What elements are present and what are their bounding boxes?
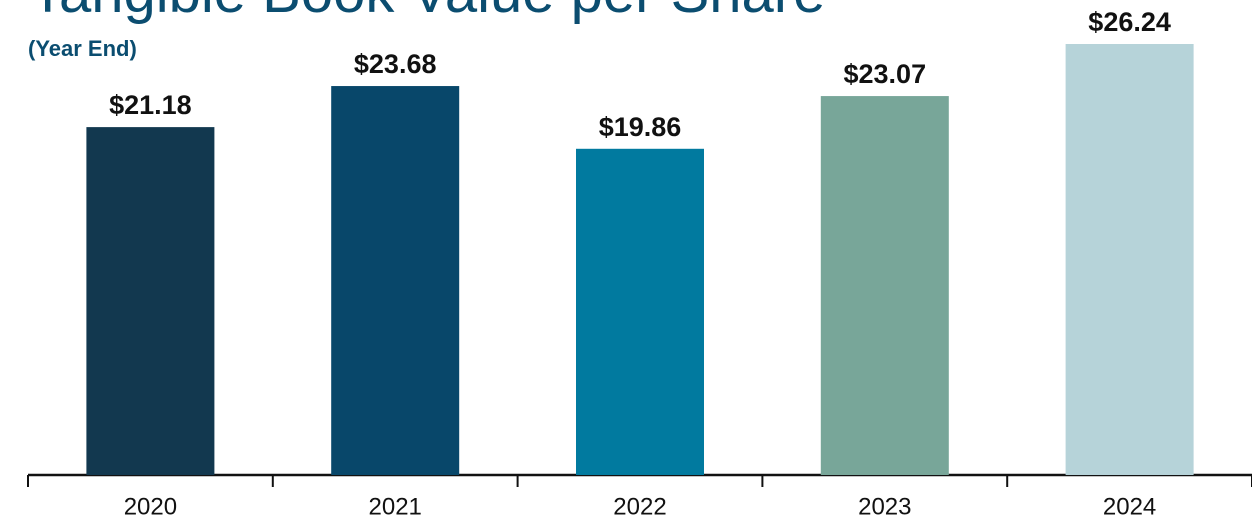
chart-subtitle: (Year End) <box>28 36 137 61</box>
bar <box>576 148 704 475</box>
data-label: $19.86 <box>599 112 682 142</box>
data-label: $23.68 <box>354 49 437 79</box>
data-label: $21.18 <box>109 90 192 120</box>
x-tick-label: 2023 <box>858 493 911 520</box>
chart-title: Tangible Book Value per Share <box>30 0 825 25</box>
x-tick-label: 2024 <box>1103 493 1156 520</box>
bar <box>86 127 215 475</box>
data-label: $26.24 <box>1088 7 1171 37</box>
x-tick-label: 2022 <box>613 493 666 520</box>
data-label: $23.07 <box>844 59 927 89</box>
x-tick-label: 2020 <box>124 493 177 520</box>
bar <box>1065 44 1194 475</box>
x-tick-label: 2021 <box>369 493 422 520</box>
bar <box>820 96 949 476</box>
bar <box>331 86 460 476</box>
